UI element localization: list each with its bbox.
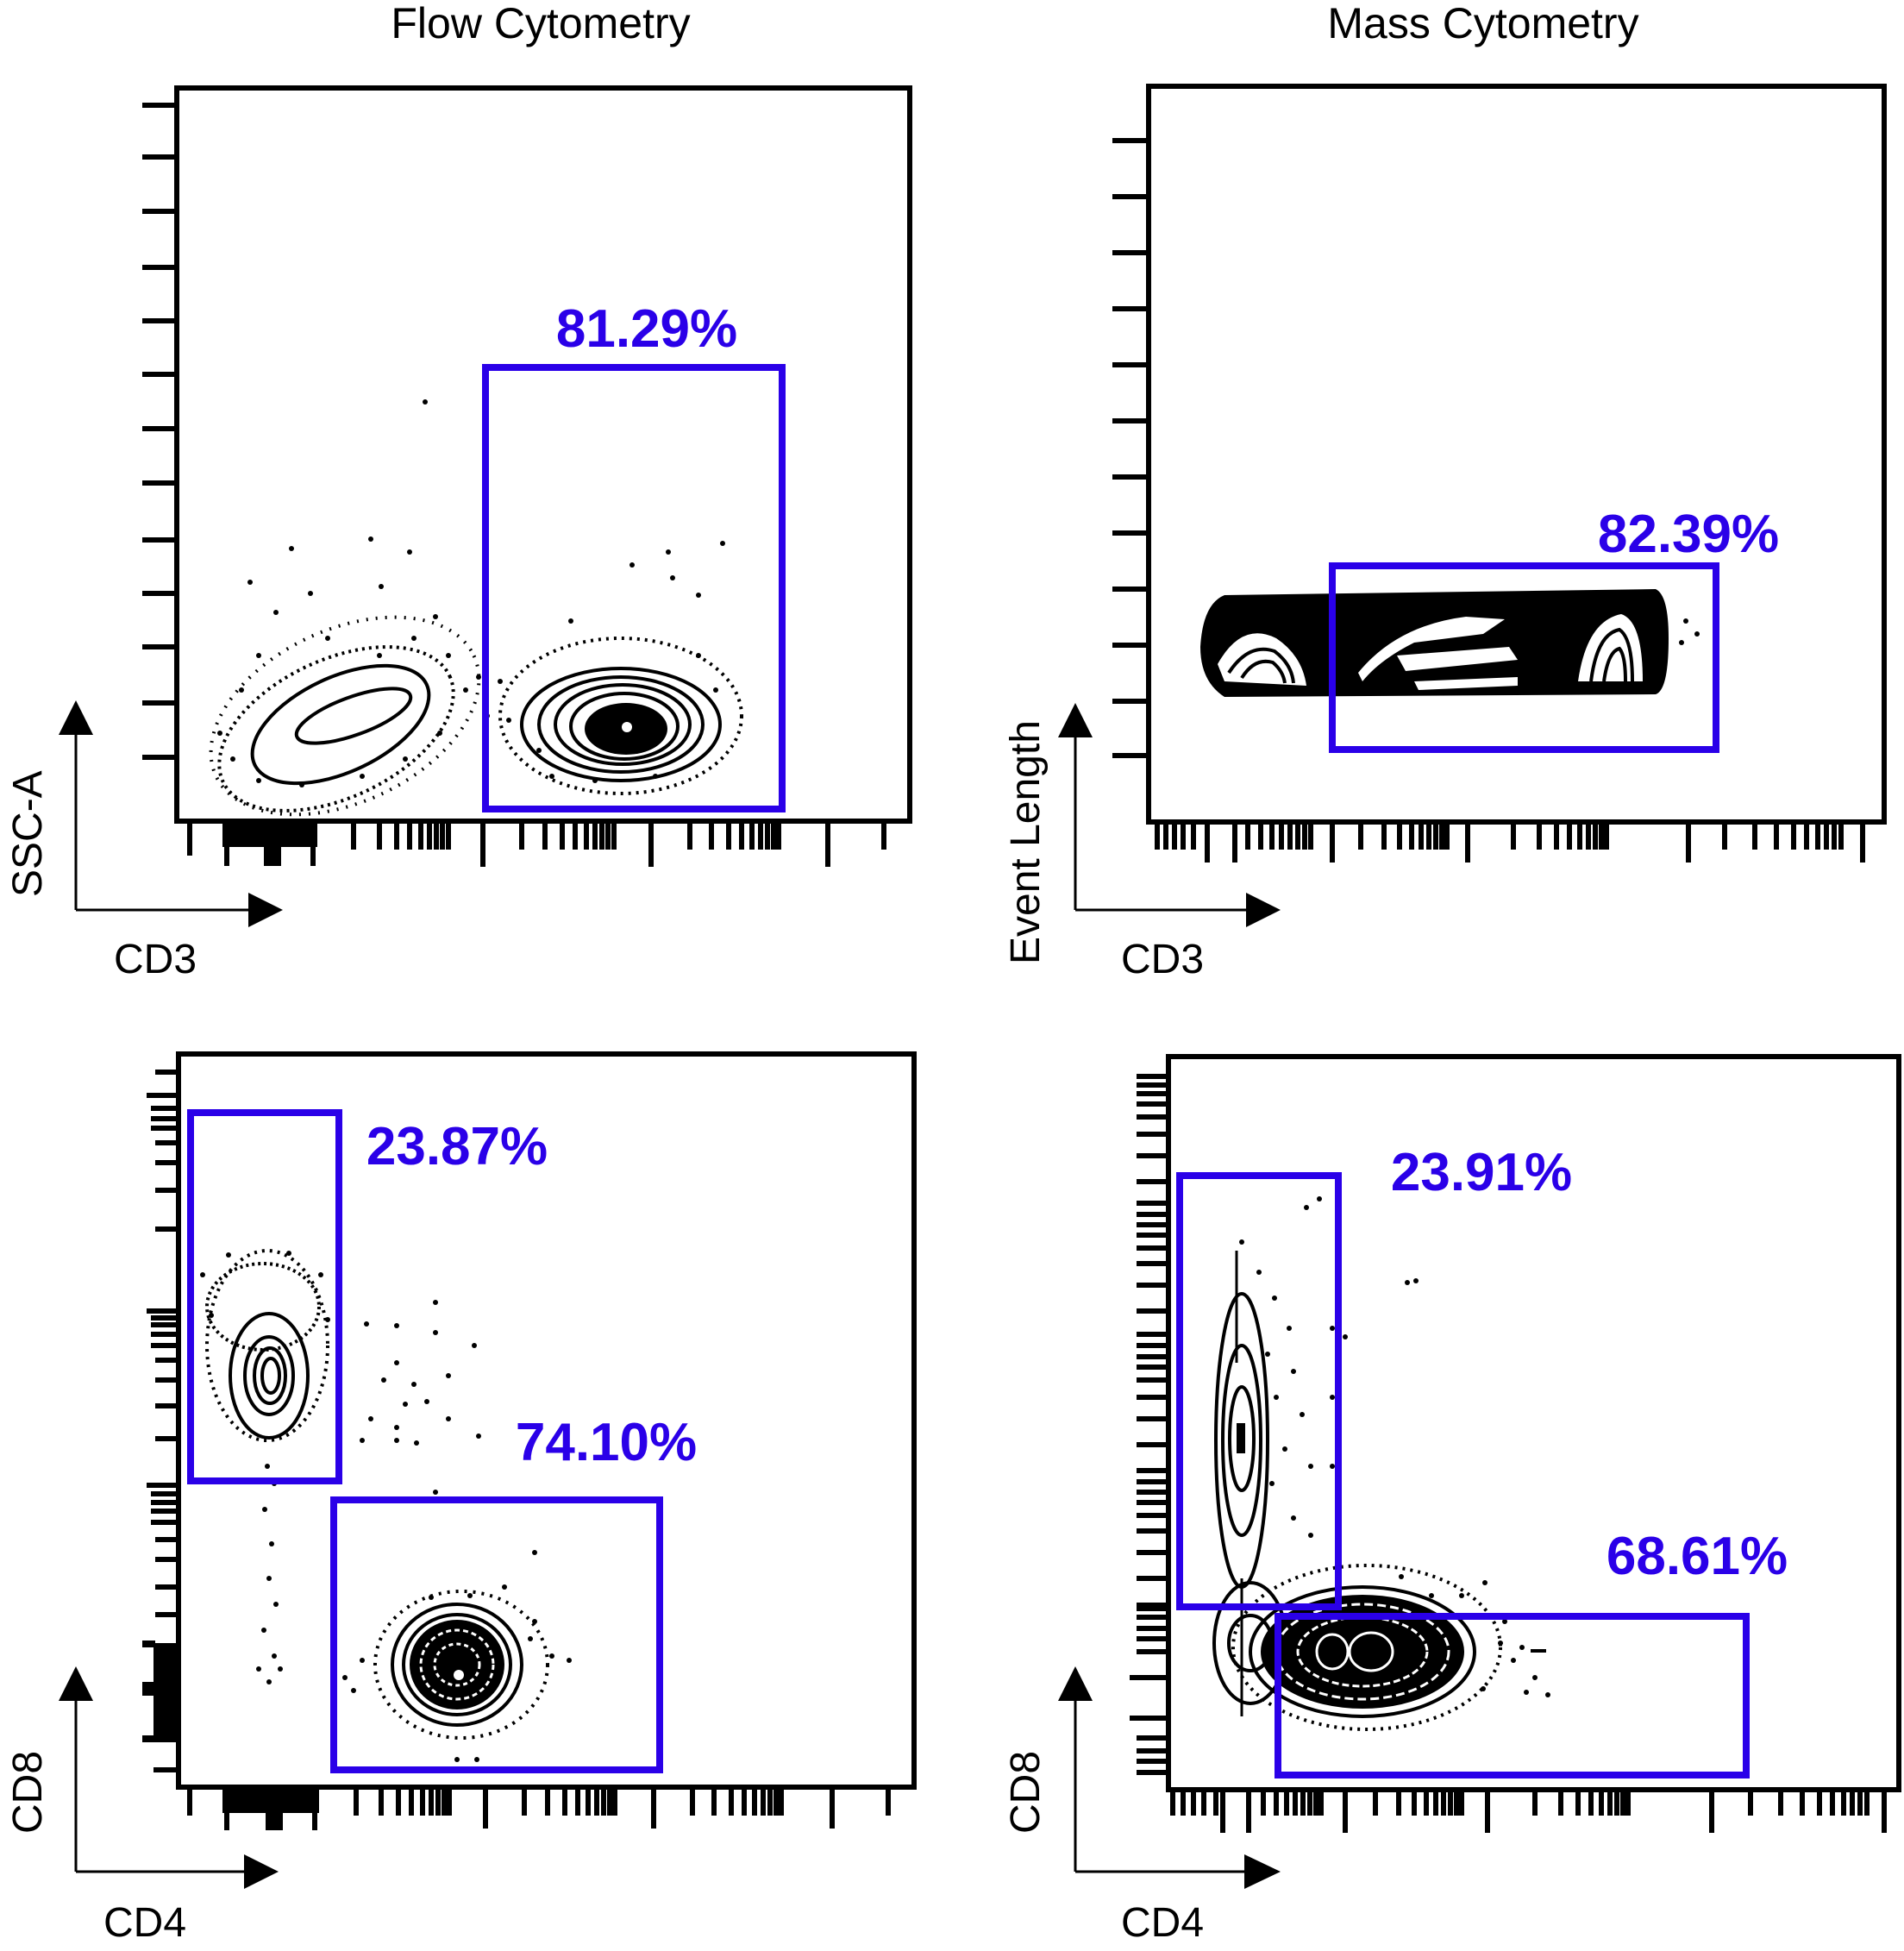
arrow-up-icon	[59, 700, 93, 735]
y-axis-label: CD8	[1003, 1751, 1049, 1834]
y-axis-ticks	[142, 1070, 178, 1772]
population-cd3-negative	[209, 399, 490, 817]
population-band	[1200, 589, 1700, 697]
x-axis-label: CD4	[1121, 1900, 1204, 1946]
x-axis-ticks	[187, 821, 886, 867]
x-axis-ticks	[1170, 1790, 1887, 1833]
arrow-up-icon	[1058, 703, 1093, 737]
axis-indicator	[1058, 1666, 1281, 1889]
y-axis-ticks	[1130, 1074, 1168, 1775]
gate-percent-label-cd8: 23.91%	[1391, 1143, 1572, 1202]
gate-percent-label: 82.39%	[1598, 505, 1779, 564]
gate-percent-label-cd8: 23.87%	[366, 1117, 548, 1176]
x-axis-label: CD3	[114, 937, 197, 982]
x-axis-label: CD3	[1121, 937, 1204, 982]
y-axis-label: CD8	[5, 1751, 51, 1834]
gate-cd3-positive[interactable]	[1329, 562, 1719, 753]
gate-percent-label: 81.29%	[556, 299, 737, 359]
column-title-mass: Mass Cytometry	[1327, 0, 1638, 47]
arrow-right-icon	[1246, 893, 1281, 927]
panel-flow-cd4-cd8: 23.87% 74.10% CD8 CD4	[5, 1051, 917, 1946]
population-cd4-positive	[342, 1490, 572, 1762]
population-cd3-positive	[498, 541, 743, 795]
gate-cd8-positive[interactable]	[187, 1109, 342, 1484]
arrow-right-icon	[1244, 1854, 1281, 1889]
population-cd4-positive	[1212, 1564, 1550, 1731]
y-axis-label: Event Length	[1003, 720, 1049, 964]
arrow-up-icon	[1058, 1666, 1093, 1701]
gate-percent-label-cd4: 68.61%	[1606, 1527, 1788, 1586]
axis-indicator	[59, 700, 283, 927]
column-title-flow: Flow Cytometry	[391, 0, 690, 47]
arrow-up-icon	[59, 1666, 93, 1701]
plot-frame	[1146, 84, 1887, 825]
gate-cd4-positive[interactable]	[330, 1496, 663, 1773]
panel-mass-cd4-cd8: 23.91% 68.61% CD8 CD4	[1003, 1054, 1901, 1946]
arrow-right-icon	[248, 893, 283, 927]
plot-frame	[174, 85, 912, 824]
panel-mass-cd3: 82.39% Event Length CD3	[1003, 84, 1887, 982]
y-axis-ticks	[142, 103, 177, 760]
axis-indicator	[59, 1666, 279, 1889]
panel-flow-cd3: 81.29% SSC-A CD3	[5, 85, 912, 982]
gate-cd3-positive[interactable]	[482, 364, 786, 812]
arrow-right-icon	[244, 1854, 279, 1889]
population-cd8-positive	[1214, 1196, 1419, 1716]
plot-frame	[176, 1051, 917, 1790]
gate-cd4-positive[interactable]	[1275, 1613, 1750, 1778]
axis-indicator	[1058, 703, 1281, 927]
y-axis-label: SSC-A	[5, 770, 51, 897]
gate-cd8-positive[interactable]	[1176, 1172, 1342, 1610]
x-axis-ticks	[1155, 822, 1865, 863]
x-axis-ticks	[187, 1787, 891, 1830]
y-axis-ticks	[1112, 138, 1149, 758]
gate-percent-label-cd4: 74.10%	[516, 1413, 697, 1472]
x-axis-label: CD4	[103, 1900, 186, 1946]
population-cd8-positive	[200, 1249, 481, 1684]
